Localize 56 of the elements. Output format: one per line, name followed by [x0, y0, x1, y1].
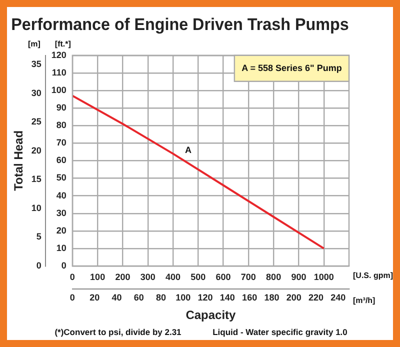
y-tick-label: 70 — [56, 138, 66, 148]
chart-title: Performance of Engine Driven Trash Pumps — [11, 14, 349, 34]
x2-tick-label: 160 — [242, 292, 258, 303]
x2-tick-label: 180 — [264, 292, 280, 303]
x2-tick-label: 0 — [70, 292, 75, 303]
x2-tick-label: 240 — [330, 292, 346, 303]
x2-tick-label: 40 — [112, 292, 122, 303]
y-tick-label: 0 — [61, 260, 66, 270]
x2-tick-label: 20 — [90, 292, 100, 303]
annotation: A — [185, 144, 192, 155]
x-tick-label: 200 — [115, 272, 130, 282]
x-axis-title: Capacity — [186, 308, 236, 322]
y-tick-label: 20 — [56, 225, 66, 236]
y-tick-label: 40 — [56, 190, 66, 200]
y2-tick-label: 25 — [31, 116, 42, 127]
x2-tick-label: 200 — [286, 292, 302, 303]
y-tick-label: 90 — [56, 102, 66, 113]
text: (*)Convert to psi, divide by 2.31 — [54, 327, 182, 338]
y-tick-label: 10 — [56, 242, 66, 253]
x-tick-label: 600 — [216, 272, 231, 282]
y-tick-label: 80 — [56, 120, 66, 130]
y2-tick-label: 10 — [31, 202, 42, 213]
y2-tick-label: 0 — [36, 260, 42, 270]
x-tick-label: 400 — [165, 272, 181, 282]
y2-tick-label: 5 — [36, 232, 42, 242]
annotation: A = 558 Series 6" Pump — [242, 62, 342, 73]
x-tick-label: 900 — [291, 272, 306, 282]
text: [m] — [28, 40, 41, 49]
x2-tick-label: 80 — [156, 292, 166, 303]
x-tick-label: 0 — [70, 272, 75, 282]
x2-tick-label: 100 — [176, 292, 191, 303]
x2-tick-label: 120 — [198, 292, 213, 303]
y-tick-label: 60 — [56, 155, 66, 166]
text: Liquid - Water specific gravity 1.0 — [212, 327, 348, 338]
x2-tick-label: 140 — [220, 292, 235, 303]
y-tick-label: 110 — [52, 67, 66, 78]
x2-tick-label: 60 — [134, 292, 144, 303]
x-tick-label: 700 — [240, 272, 256, 282]
x2-tick-label: 220 — [308, 292, 324, 303]
y-tick-label: 50 — [56, 172, 66, 183]
y-tick-label: 100 — [51, 84, 66, 95]
text: [U.S. gpm] — [353, 271, 394, 280]
y2-tick-label: 20 — [31, 145, 42, 156]
y-tick-label: 30 — [56, 208, 66, 218]
y2-tick-label: 30 — [31, 88, 42, 98]
y2-axis-title: Total Head — [12, 130, 26, 191]
x-tick-label: 800 — [266, 272, 282, 282]
x-tick-label: 100 — [90, 272, 106, 282]
x-tick-label: 500 — [190, 272, 206, 282]
y-tick-label: 120 — [51, 50, 66, 60]
y2-tick-label: 15 — [31, 174, 42, 184]
y2-tick-label: 35 — [31, 58, 42, 69]
text: [ft.*] — [54, 40, 72, 49]
text: [m³/h] — [353, 296, 376, 306]
x-tick-label: 1000 — [314, 272, 334, 282]
x-tick-label: 300 — [140, 272, 156, 282]
